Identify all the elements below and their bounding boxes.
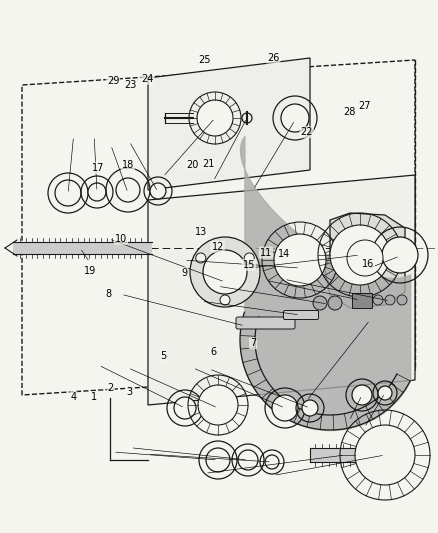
Circle shape bbox=[272, 395, 298, 421]
Circle shape bbox=[197, 100, 233, 136]
Text: 26: 26 bbox=[267, 53, 279, 62]
Text: 17: 17 bbox=[92, 163, 105, 173]
Circle shape bbox=[55, 180, 81, 206]
Text: 19: 19 bbox=[84, 266, 96, 276]
Circle shape bbox=[174, 397, 196, 419]
Text: 16: 16 bbox=[362, 260, 374, 269]
Polygon shape bbox=[148, 175, 415, 405]
Text: 24: 24 bbox=[141, 74, 154, 84]
Circle shape bbox=[352, 385, 372, 405]
Circle shape bbox=[274, 234, 326, 286]
Text: 25: 25 bbox=[199, 55, 211, 64]
Circle shape bbox=[88, 183, 106, 201]
Text: 14: 14 bbox=[278, 249, 290, 259]
Polygon shape bbox=[148, 58, 310, 190]
Text: 1: 1 bbox=[91, 392, 97, 402]
Text: 5: 5 bbox=[160, 351, 166, 361]
FancyBboxPatch shape bbox=[352, 293, 372, 308]
Circle shape bbox=[302, 400, 318, 416]
Circle shape bbox=[150, 183, 166, 199]
Circle shape bbox=[265, 455, 279, 469]
Text: 12: 12 bbox=[212, 242, 224, 252]
Circle shape bbox=[238, 450, 258, 470]
Circle shape bbox=[203, 250, 247, 294]
Circle shape bbox=[220, 295, 230, 305]
Circle shape bbox=[281, 104, 309, 132]
Text: 23: 23 bbox=[124, 80, 137, 90]
Text: 8: 8 bbox=[106, 289, 112, 299]
Circle shape bbox=[355, 425, 415, 485]
Text: 13: 13 bbox=[195, 227, 208, 237]
Text: 15: 15 bbox=[243, 260, 255, 270]
Circle shape bbox=[382, 237, 418, 273]
Circle shape bbox=[347, 240, 383, 276]
Circle shape bbox=[206, 448, 230, 472]
FancyBboxPatch shape bbox=[13, 242, 152, 254]
Circle shape bbox=[397, 295, 407, 305]
Text: 18: 18 bbox=[122, 160, 134, 170]
Text: 22: 22 bbox=[300, 127, 313, 137]
Text: 11: 11 bbox=[260, 248, 272, 257]
Text: 7: 7 bbox=[250, 338, 256, 348]
FancyBboxPatch shape bbox=[236, 317, 295, 329]
Text: 10: 10 bbox=[115, 234, 127, 244]
Polygon shape bbox=[325, 213, 405, 308]
Circle shape bbox=[244, 253, 254, 263]
FancyBboxPatch shape bbox=[310, 448, 385, 462]
Text: 3: 3 bbox=[126, 387, 132, 397]
Circle shape bbox=[385, 295, 395, 305]
Text: 20: 20 bbox=[187, 160, 199, 170]
Circle shape bbox=[190, 237, 260, 307]
Circle shape bbox=[378, 386, 392, 400]
Text: 4: 4 bbox=[71, 392, 77, 402]
Circle shape bbox=[328, 296, 342, 310]
Text: 29: 29 bbox=[107, 76, 119, 86]
Circle shape bbox=[330, 225, 390, 285]
Text: 9: 9 bbox=[181, 268, 187, 278]
Text: 2: 2 bbox=[108, 383, 114, 393]
FancyBboxPatch shape bbox=[283, 311, 318, 319]
Circle shape bbox=[373, 295, 383, 305]
Text: 27: 27 bbox=[358, 101, 371, 110]
Circle shape bbox=[116, 178, 140, 202]
Circle shape bbox=[196, 253, 206, 263]
Text: 6: 6 bbox=[210, 347, 216, 357]
Text: 21: 21 bbox=[203, 159, 215, 169]
Circle shape bbox=[198, 385, 238, 425]
Text: 28: 28 bbox=[343, 107, 355, 117]
Circle shape bbox=[313, 296, 327, 310]
